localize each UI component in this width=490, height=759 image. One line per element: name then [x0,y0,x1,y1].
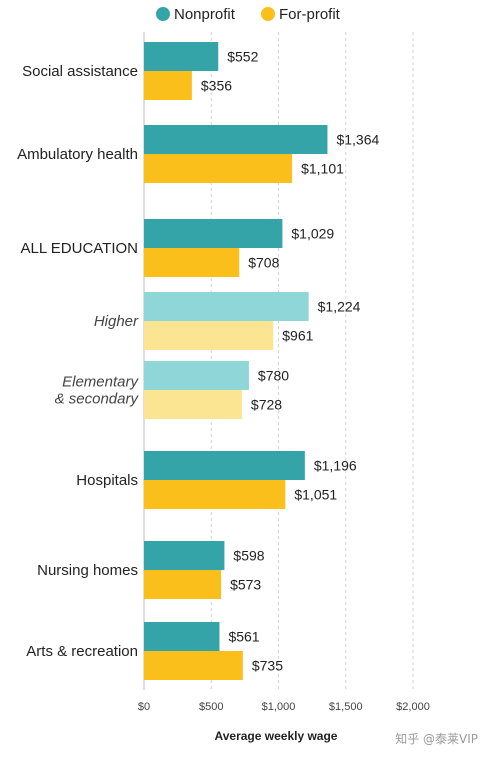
legend-marker-for-profit [261,7,275,21]
bar-for-profit [144,480,286,509]
bar-nonprofit [144,541,225,570]
bar-for-profit [144,651,243,680]
bar-for-profit [144,390,242,419]
bar-for-profit [144,71,192,100]
bar-value-label: $573 [230,577,261,593]
category-label: Higher [94,313,139,330]
bar-value-label: $961 [282,328,313,344]
category-label: Arts & recreation [26,643,138,660]
x-tick-label: $1,500 [329,701,363,713]
category-label: Nursing homes [37,562,138,579]
bar-value-label: $1,051 [294,487,337,503]
bar-nonprofit [144,42,219,71]
x-axis-ticks: $0 $500 $1,000 $1,500 $2,000 [138,701,430,713]
watermark: 知乎 @泰莱VIP [395,732,478,746]
bar-value-label: $1,029 [291,226,334,242]
bar-value-label: $1,224 [318,299,361,315]
bar-for-profit [144,321,274,350]
category-label: Elementary & secondary [55,374,140,408]
bar-nonprofit [144,622,220,651]
bar-value-label: $561 [228,629,259,645]
x-tick-label: $1,000 [262,701,296,713]
category-label: ALL EDUCATION [20,240,138,257]
bar-value-label: $728 [251,397,282,413]
bar-value-label: $356 [201,78,232,94]
bar-for-profit [144,570,222,599]
bar-nonprofit [144,125,328,154]
bar-nonprofit [144,361,249,390]
bar-value-label: $780 [258,368,289,384]
bars: $552 $356 $1,364 $1,101 $1,029 $708 $1,224 $961… [144,42,379,680]
x-tick-label: $2,000 [396,701,430,713]
bar-value-label: $1,196 [314,458,357,474]
x-tick-label: $500 [199,701,223,713]
bar-value-label: $552 [227,49,258,65]
legend: Nonprofit For-profit [156,6,341,23]
bar-value-label: $1,364 [336,132,379,148]
legend-label-nonprofit: Nonprofit [174,6,236,23]
bar-value-label: $735 [252,658,283,674]
bar-nonprofit [144,451,305,480]
bar-nonprofit [144,292,309,321]
bar-for-profit [144,154,293,183]
bar-value-label: $708 [248,255,279,271]
bar-value-label: $598 [233,548,264,564]
category-label: Social assistance [22,63,138,80]
category-label: Ambulatory health [17,146,138,163]
legend-marker-nonprofit [156,7,170,21]
bar-for-profit [144,248,240,277]
bar-value-label: $1,101 [301,161,344,177]
category-labels: Social assistance Ambulatory health ALL ED… [17,63,139,660]
legend-label-for-profit: For-profit [279,6,341,23]
x-axis-title: Average weekly wage [215,729,338,743]
x-tick-label: $0 [138,701,150,713]
category-label: Hospitals [76,472,138,489]
bar-nonprofit [144,219,283,248]
